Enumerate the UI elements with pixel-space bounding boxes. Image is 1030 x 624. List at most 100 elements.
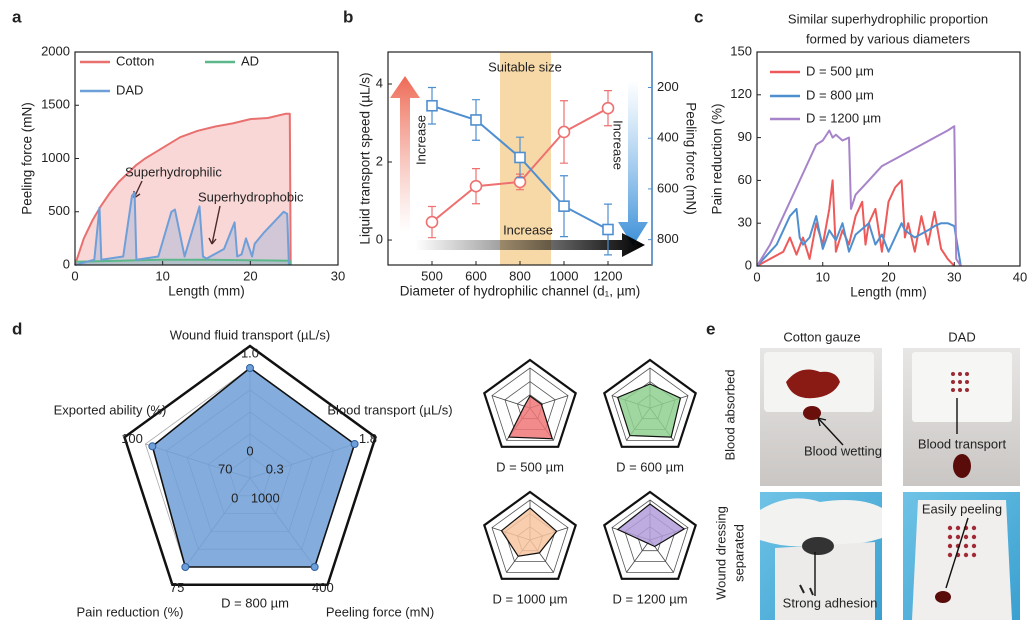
marker [471,181,482,192]
y-tick-label: 2000 [41,43,70,58]
legend-label: D = 1200 µm [806,110,881,125]
axis-max-label: 1.8 [359,431,377,446]
x-tick-label: 20 [881,269,895,284]
annotation: Blood transport [918,436,1007,451]
radar-point [247,365,254,372]
y-tick-label: 0 [376,231,383,246]
x-tick-label: 1000 [550,268,579,283]
series-name: D = 1200 µm [612,591,687,606]
panel-label: a [12,7,22,26]
panel-label: b [343,7,353,26]
column-header: DAD [948,329,975,344]
x-axis-label: Diameter of hydrophilic channel (d₁, µm) [400,284,640,299]
annotation: Easily peeling [922,501,1002,516]
series-name: D = 500 µm [496,459,564,474]
x-tick-label: 10 [155,268,169,283]
annotation: Increase [413,115,428,165]
figure: a b Suitable size Increase Increase Incr… [0,0,1030,624]
y2-tick-label: 600 [657,180,679,195]
x-tick-label: 20 [243,268,257,283]
y-tick-label: 500 [48,203,70,218]
axis-name: Pain reduction (%) [77,604,184,619]
annotation: Increase [503,222,553,237]
axis-min-label: 1000 [251,490,280,505]
y-tick-label: 1000 [41,150,70,165]
page: a b Suitable size Increase Increase Incr… [0,0,1030,624]
x-axis-label: Length (mm) [850,285,927,300]
y2-tick-label: 800 [657,231,679,246]
y2-axis-label: Peeling force (mN) [683,102,698,215]
radar-point [351,441,358,448]
marker [559,126,570,137]
y-tick-label: 150 [730,43,752,58]
legend-label: D = 500 µm [806,63,874,78]
annotation: Increase [611,120,626,170]
x-tick-label: 1200 [594,268,623,283]
legend-label: DAD [116,82,143,97]
y-tick-label: 1500 [41,97,70,112]
panel-label: e [706,319,715,338]
column-header: Cotton gauze [783,329,860,344]
chart-title: Similar superhydrophilic proportion [788,11,988,26]
y-tick-label: 2 [376,153,383,168]
y-tick-label: 0 [63,256,70,271]
marker [559,201,569,211]
marker [471,115,481,125]
x-tick-label: 0 [753,269,760,284]
plot-frame [757,52,1020,266]
annotation: Suitable size [488,59,562,74]
radar-point [311,563,318,570]
axis-name: Wound fluid transport (µL/s) [170,327,330,342]
axis-name: Blood transport (µL/s) [327,402,452,417]
axis-max-label: 100 [121,431,143,446]
annotation: Strong adhesion [783,595,878,610]
y-axis-label: Peeling force (mN) [20,102,35,215]
series-name: D = 800 µm [221,595,289,610]
axis-name: Exported ability (%) [54,402,167,417]
y-tick-label: 0 [745,257,752,272]
photo [903,348,1020,486]
marker [427,217,438,228]
axis-min-label: 0 [246,443,253,458]
axis-min-label: 70 [218,461,232,476]
line [757,126,961,266]
legend-label: D = 800 µm [806,87,874,102]
row-header: Wound dressing [713,506,728,600]
panel-label: c [694,7,703,26]
legend-label: Cotton [116,53,154,68]
panel-label: d [12,319,22,338]
y-tick-label: 90 [738,129,752,144]
y2-tick-label: 200 [657,79,679,94]
row-header: separated [731,524,746,582]
axis-max-label: 400 [312,580,334,595]
marker [427,101,437,111]
series-name: D = 600 µm [616,459,684,474]
legend-label: AD [241,53,259,68]
photo [760,348,882,486]
axis-max-label: 1.0 [241,345,259,360]
x-tick-label: 30 [331,268,345,283]
y-axis-label: Liquid transport speed (µL/s) [358,72,373,244]
series-name: D = 1000 µm [492,591,567,606]
chart-title: formed by various diameters [806,31,971,46]
annotation: Superhydrophobic [198,189,304,204]
marker [603,225,613,235]
axis-max-label: 75 [170,580,184,595]
x-axis-label: Length (mm) [168,284,245,299]
y-tick-label: 120 [730,86,752,101]
axis-min-label: 0 [231,490,238,505]
x-tick-label: 800 [509,268,531,283]
annotation: Blood wetting [804,443,882,458]
axis-name: Peeling force (mN) [326,604,434,619]
x-tick-label: 600 [465,268,487,283]
x-tick-label: 500 [421,268,443,283]
row-header: Blood absorbed [722,369,737,460]
x-tick-label: 30 [947,269,961,284]
marker [515,152,525,162]
y-axis-label: Pain reduction (%) [710,103,725,214]
x-tick-label: 40 [1013,269,1027,284]
y-tick-label: 30 [738,215,752,230]
x-tick-label: 0 [71,268,78,283]
x-tick-label: 10 [816,269,830,284]
radar-point [149,443,156,450]
